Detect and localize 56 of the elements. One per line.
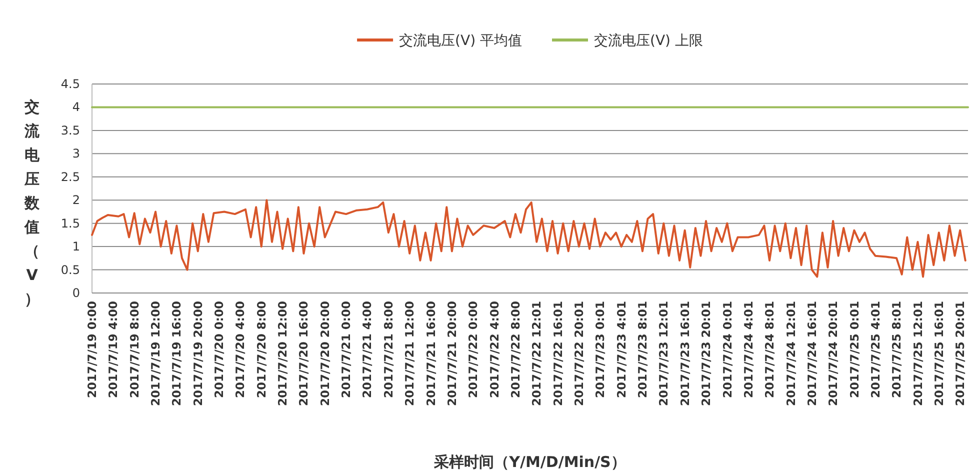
legend-label: 交流电压(V) 平均值 [399,33,522,49]
x-tick-label: 2017/7/25 12:01 [910,301,925,406]
x-tick-label: 2017/7/23 8:01 [636,301,650,398]
x-tick-label: 2017/7/21 8:00 [381,301,396,398]
x-tick-label: 2017/7/20 8:00 [254,301,268,398]
x-axis-title: 采样时间（Y/M/D/Min/S） [433,453,626,471]
x-tick-label: 2017/7/25 20:01 [953,301,968,406]
x-tick-label: 2017/7/23 16:01 [678,301,692,406]
x-tick-label: 2017/7/19 12:00 [148,301,163,406]
x-tick-label: 2017/7/21 4:00 [360,301,374,398]
x-tick-label: 2017/7/24 16:01 [804,301,819,406]
x-tick-label: 2017/7/25 16:01 [932,301,946,406]
x-tick-label: 2017/7/19 20:00 [190,301,205,406]
x-tick-label: 2017/7/20 4:00 [233,301,248,398]
x-tick-label: 2017/7/19 8:00 [127,301,142,398]
x-tick-label: 2017/7/24 8:01 [762,301,777,398]
x-tick-label: 2017/7/19 0:00 [85,301,99,398]
x-tick-label: 2017/7/20 20:00 [318,301,332,406]
x-tick-label: 2017/7/23 20:01 [699,301,714,406]
x-tick-label: 2017/7/25 8:01 [890,301,904,398]
x-tick-label: 2017/7/24 20:01 [826,301,840,406]
y-tick-label: 3.5 [60,123,80,138]
x-tick-label: 2017/7/25 4:01 [868,301,882,398]
x-tick-label: 2017/7/24 4:01 [741,301,756,398]
x-tick-label: 2017/7/21 20:00 [444,301,459,406]
x-tick-label: 2017/7/22 8:00 [508,301,522,398]
x-tick-label: 2017/7/20 16:00 [296,301,311,406]
y-tick-label: 4.5 [60,77,80,91]
x-tick-label: 2017/7/20 0:00 [212,301,226,398]
x-tick-label: 2017/7/23 0:01 [593,301,608,398]
y-tick-label: 1 [72,240,80,254]
x-tick-label: 2017/7/25 0:01 [847,301,862,398]
x-tick-label: 2017/7/21 16:00 [424,301,438,406]
x-tick-label: 2017/7/19 4:00 [106,301,120,398]
y-tick-label: 0.5 [60,262,80,277]
y-tick-label: 2 [72,193,80,208]
x-tick-label: 2017/7/20 12:00 [276,301,290,406]
x-tick-label: 2017/7/22 12:01 [530,301,544,406]
x-tick-label: 2017/7/24 12:01 [784,301,798,406]
x-tick-label: 2017/7/19 16:00 [170,301,184,406]
legend-label: 交流电压(V) 上限 [594,33,703,49]
y-tick-label: 0 [72,286,80,300]
y-tick-label: 3 [72,146,80,161]
x-tick-label: 2017/7/23 4:01 [614,301,628,398]
x-tick-label: 2017/7/21 0:00 [339,301,354,398]
y-tick-label: 4 [72,100,80,114]
x-tick-label: 2017/7/23 12:01 [656,301,671,406]
x-tick-label: 2017/7/22 16:01 [550,301,565,406]
x-tick-label: 2017/7/21 12:00 [402,301,417,406]
x-tick-label: 2017/7/22 20:01 [572,301,586,406]
x-tick-label: 2017/7/24 0:01 [720,301,734,398]
text: 交流电压数值（V） [24,98,40,308]
y-tick-label: 2.5 [60,170,80,184]
x-tick-label: 2017/7/22 4:00 [487,301,502,398]
y-tick-label: 1.5 [60,216,80,230]
x-tick-label: 2017/7/22 0:00 [466,301,480,398]
